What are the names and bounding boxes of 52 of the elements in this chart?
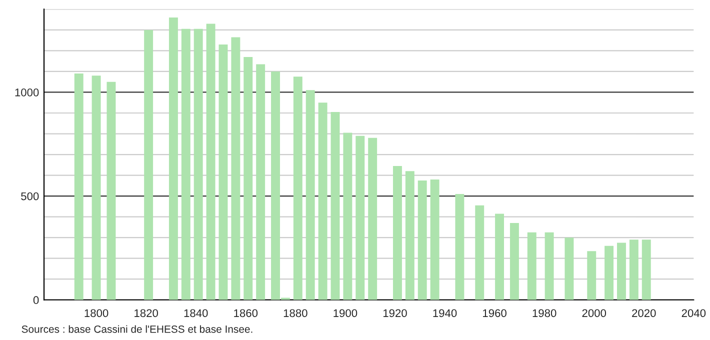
bar — [318, 102, 328, 300]
y-tick-label: 1000 — [15, 88, 39, 96]
bar — [604, 246, 614, 300]
bar — [587, 251, 596, 300]
x-tick-label: 1920 — [383, 309, 407, 318]
bar — [564, 238, 574, 300]
bar — [306, 90, 315, 300]
bar — [181, 28, 190, 300]
x-tick-label: 1880 — [284, 309, 308, 318]
x-tick-label: 1840 — [184, 309, 208, 318]
x-tick-label: 1900 — [334, 309, 358, 318]
source-note: Sources : base Cassini de l'EHESS et base Insee. — [22, 325, 252, 333]
bar — [642, 240, 651, 300]
x-tick-label: 2000 — [582, 309, 606, 318]
bar — [455, 194, 464, 300]
bar — [475, 205, 484, 300]
bar — [617, 242, 626, 300]
x-tick-label: 1960 — [483, 309, 506, 318]
bar — [218, 44, 228, 300]
bar — [293, 76, 302, 300]
bar — [495, 214, 504, 300]
bar — [194, 28, 203, 300]
bar — [405, 171, 414, 300]
x-tick-label: 2040 — [682, 309, 706, 318]
bar — [168, 17, 178, 300]
x-tick-label: 1800 — [84, 309, 108, 318]
bar — [356, 136, 365, 300]
bar — [256, 64, 266, 300]
bar — [368, 138, 378, 300]
bar — [430, 179, 440, 300]
bar — [231, 37, 240, 300]
bar — [510, 223, 519, 300]
y-tick-label: 0 — [33, 296, 39, 304]
bar — [106, 82, 116, 300]
bar — [330, 112, 340, 300]
bar — [544, 232, 554, 300]
bar — [343, 132, 352, 300]
x-tick-label: 1980 — [532, 309, 556, 318]
bar — [527, 232, 536, 300]
bar — [92, 76, 101, 300]
y-tick-label: 500 — [21, 192, 39, 200]
bar — [244, 56, 253, 300]
bar — [74, 74, 84, 300]
bar — [392, 166, 402, 300]
x-tick-label: 1820 — [134, 309, 158, 318]
x-tick-label: 2020 — [632, 309, 656, 318]
bar — [144, 30, 154, 300]
bar — [629, 240, 638, 300]
x-tick-label: 1860 — [234, 309, 258, 318]
x-tick-label: 1940 — [433, 309, 457, 318]
bar — [418, 180, 427, 300]
bar — [206, 24, 216, 300]
